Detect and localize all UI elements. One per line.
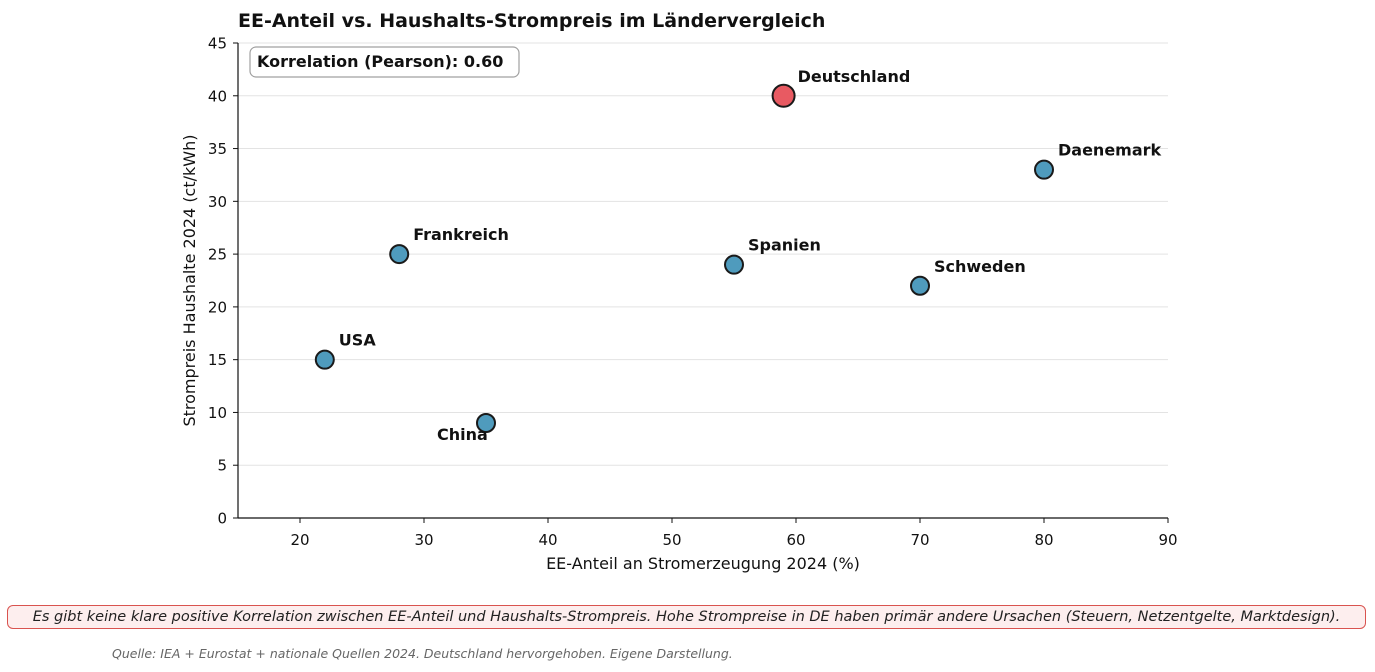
y-tick-label: 45 (208, 35, 227, 53)
y-tick-label: 10 (208, 404, 227, 422)
y-tick-label: 30 (208, 193, 227, 211)
y-tick-label: 25 (208, 246, 227, 264)
x-axis-ticks: 20 30 40 50 60 70 80 90 (290, 518, 1178, 549)
point-label: Schweden (934, 257, 1026, 276)
y-tick-label: 35 (208, 140, 227, 158)
conclusion-note: Es gibt keine klare positive Korrelation… (7, 605, 1366, 629)
x-tick-label: 60 (786, 531, 805, 549)
point-labels: USA Frankreich China Spanien Deutschland Schw… (339, 67, 1162, 444)
point-label: Daenemark (1058, 141, 1162, 160)
y-tick-label: 40 (208, 87, 227, 105)
y-axis-label: Strompreis Haushalte 2024 (ct/kWh) (180, 134, 199, 426)
point-label: Deutschland (798, 67, 911, 86)
point-label: China (437, 425, 488, 444)
x-tick-label: 20 (290, 531, 309, 549)
data-point (476, 413, 496, 433)
scatter-chart: EE-Anteil vs. Haushalts-Strompreis im Lä… (180, 10, 1178, 573)
x-tick-label: 40 (538, 531, 557, 549)
correlation-box (249, 46, 520, 78)
y-tick-label: 5 (217, 457, 227, 475)
y-axis-ticks: 0 5 10 15 20 25 30 35 40 45 (208, 35, 238, 528)
data-point (389, 244, 410, 265)
data-point (910, 275, 930, 296)
x-tick-label: 90 (1158, 531, 1177, 549)
axes (237, 43, 1168, 519)
y-tick-label: 20 (208, 298, 227, 316)
x-tick-label: 70 (910, 531, 929, 549)
data-points (314, 83, 1054, 433)
x-tick-label: 30 (414, 531, 433, 549)
source-text: Quelle: IEA + Eurostat + nationale Quell… (112, 646, 733, 661)
correlation-annotation: Korrelation (Pearson): 0.60 (249, 46, 520, 78)
point-label: USA (339, 331, 377, 350)
point-label: Spanien (748, 236, 821, 255)
chart-title: EE-Anteil vs. Haushalts-Strompreis im Lä… (238, 10, 825, 32)
data-point (1034, 159, 1054, 180)
data-point (724, 254, 744, 275)
x-tick-label: 50 (662, 531, 681, 549)
grid-lines (238, 42, 1168, 466)
y-tick-label: 0 (217, 510, 227, 528)
correlation-text: Korrelation (Pearson): 0.60 (257, 52, 503, 71)
point-label: Frankreich (413, 225, 509, 244)
data-point (314, 349, 335, 370)
x-tick-label: 80 (1034, 531, 1053, 549)
x-axis-label: EE-Anteil an Stromerzeugung 2024 (%) (546, 554, 860, 573)
y-tick-label: 15 (208, 351, 227, 369)
data-point (771, 83, 796, 108)
